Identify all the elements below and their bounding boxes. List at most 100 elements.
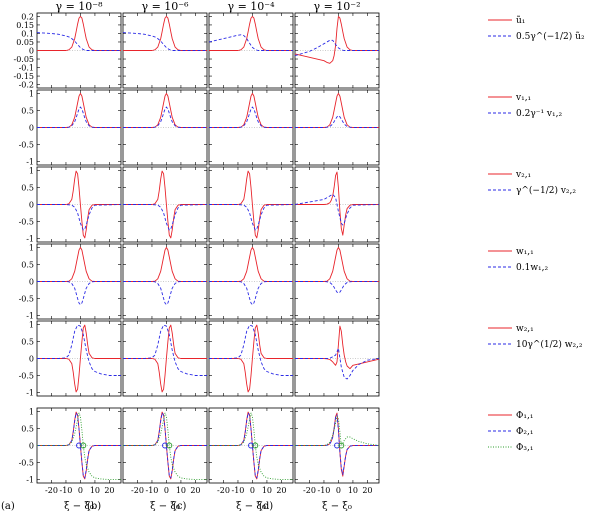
y-tick-label: 1 xyxy=(29,89,34,98)
panel-v2-3 xyxy=(208,166,294,243)
column-title: γ = 10⁻² xyxy=(314,0,361,13)
y-tick-label: -0.5 xyxy=(19,372,34,381)
series-line-w2-1 xyxy=(123,324,207,393)
x-axis-label: ξ − ξ₀ xyxy=(150,501,180,512)
series-line-w1-1 xyxy=(209,246,293,282)
panel-phi-2: -20 -10 0 10 20(b) ξ − ξ₀ xyxy=(87,407,208,512)
panel-w2-1: -1 -0.5 0 0.5 1 xyxy=(19,320,122,398)
legend-label: ũ₁ xyxy=(516,15,525,26)
x-tick-label: 10 xyxy=(348,486,358,495)
x-tick-label: 0 xyxy=(250,486,255,495)
series-line-w2-2 xyxy=(209,324,293,376)
legend-label: 0.2γ⁻¹ v₁,₂ xyxy=(516,109,562,119)
panel-v2-1: -1 -0.5 0 0.5 1 xyxy=(19,166,122,244)
point-marker xyxy=(338,442,345,449)
series-line-phi-2 xyxy=(295,414,379,475)
legend: v₂,₁ γ^(−1/2) v₂,₂ xyxy=(488,170,576,196)
legend-label: γ^(−1/2) v₂,₂ xyxy=(516,185,576,196)
point-marker xyxy=(334,442,340,449)
y-tick-label: 0.5 xyxy=(21,424,34,433)
panel-phi-1: -1 -0.5 0 0.5 1 -20 -10 0 10 20 (a) ξ − ξ₀ xyxy=(1,407,122,512)
series-line-w1-2 xyxy=(209,281,293,306)
x-tick-label: 10 xyxy=(90,486,100,495)
series-line-w2-2 xyxy=(123,324,207,376)
y-tick-label: -0.5 xyxy=(19,141,34,150)
x-tick-label: 20 xyxy=(104,486,114,495)
point-marker xyxy=(248,442,254,449)
series-line-u-2 xyxy=(36,32,121,51)
series-line-w2-1 xyxy=(37,324,121,393)
series-line-v1-2 xyxy=(295,115,379,128)
series-line-v1-2 xyxy=(123,106,207,128)
panel-w2-4 xyxy=(294,320,380,397)
y-tick-label: -0.05 xyxy=(13,55,34,64)
y-tick-label: -1 xyxy=(26,389,34,398)
panel-u-2 xyxy=(122,12,208,89)
series-line-u-2 xyxy=(294,39,379,57)
x-tick-label: -10 xyxy=(146,486,159,495)
y-tick-label: 0.5 xyxy=(21,106,34,115)
panel-phi-4: -20 -10 0 10 20(d) ξ − ξ₀ xyxy=(259,407,380,512)
series-line-v1-2 xyxy=(209,106,293,128)
legend-label: Φ₂,₁ xyxy=(516,427,533,437)
panel-v1-4 xyxy=(294,89,380,166)
x-tick-label: 20 xyxy=(190,486,200,495)
y-tick-label: 0 xyxy=(29,47,34,56)
point-marker xyxy=(162,442,168,449)
point-marker xyxy=(80,442,87,449)
series-line-v1-1 xyxy=(123,92,207,128)
series-line-v2-2 xyxy=(294,193,380,226)
legend: ũ₁ 0.5γ^(−1/2) ũ₂ xyxy=(488,15,585,42)
y-tick-label: 0.15 xyxy=(16,21,34,30)
panel-v1-1: -1 -0.5 0 0.5 1 xyxy=(19,89,122,167)
x-tick-label: 20 xyxy=(362,486,372,495)
panel-w2-3 xyxy=(208,320,294,397)
legend-label: w₁,₁ xyxy=(516,247,534,257)
panel-letter: (d) xyxy=(259,501,273,512)
y-tick-label: -0.5 xyxy=(19,459,34,468)
legend-label: Φ₁,₁ xyxy=(516,411,533,421)
legend-label: v₂,₁ xyxy=(515,170,531,180)
series-line-phi-3 xyxy=(37,412,121,481)
y-tick-label: 1 xyxy=(29,407,34,416)
legend: w₁,₁ 0.1w₁,₂ xyxy=(488,247,548,273)
y-tick-label: 1 xyxy=(29,166,34,175)
series-line-u-1 xyxy=(37,15,121,51)
series-line-u-2 xyxy=(208,34,293,51)
series-line-w1-1 xyxy=(37,246,121,282)
y-tick-label: -1 xyxy=(26,476,34,485)
y-tick-label: 0.05 xyxy=(16,38,34,47)
legend-label: w₂,₁ xyxy=(516,324,534,334)
series-line-v1-1 xyxy=(295,92,379,128)
panel-u-3 xyxy=(208,12,294,89)
panel-u-4 xyxy=(294,12,380,89)
series-line-w1-2 xyxy=(37,281,121,306)
panel-v2-2 xyxy=(122,166,208,243)
panel-letter: (a) xyxy=(1,501,15,512)
x-tick-label: 0 xyxy=(336,486,341,495)
panel-w1-2 xyxy=(122,243,208,320)
series-line-phi-3 xyxy=(123,412,207,481)
panel-w1-1: -1 -0.5 0 0.5 1 xyxy=(19,243,122,321)
point-marker xyxy=(76,442,82,449)
y-tick-label: 0 xyxy=(29,124,34,133)
series-line-v2-1 xyxy=(37,170,121,239)
series-line-w1-1 xyxy=(295,246,379,282)
y-tick-label: 1 xyxy=(29,320,34,329)
series-line-w2-2 xyxy=(295,347,380,380)
x-tick-label: -20 xyxy=(303,486,316,495)
legend-label: 10γ^(1/2) w₂,₂ xyxy=(516,339,583,350)
y-tick-label: 0.5 xyxy=(21,183,34,192)
x-tick-label: -20 xyxy=(45,486,58,495)
y-tick-label: -0.5 xyxy=(19,295,34,304)
y-tick-label: 0.2 xyxy=(21,12,34,21)
series-line-v2-1 xyxy=(295,171,379,236)
y-tick-label: -1 xyxy=(26,235,34,244)
y-tick-label: 0.1 xyxy=(21,29,34,38)
x-axis-label: ξ − ξ₀ xyxy=(322,501,352,512)
series-line-u-1 xyxy=(294,15,379,64)
series-line-w2-1 xyxy=(295,325,380,370)
series-line-v2-1 xyxy=(209,170,293,239)
series-line-v2-1 xyxy=(123,170,207,239)
